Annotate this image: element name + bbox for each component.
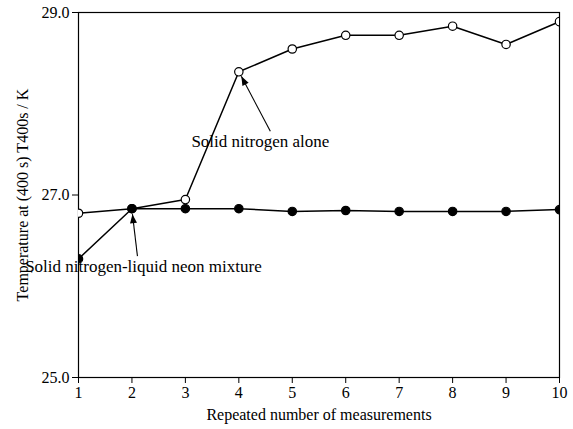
svg-text:29.0: 29.0 [42,4,70,21]
svg-text:7: 7 [395,384,403,401]
svg-text:1: 1 [75,384,83,401]
svg-text:10: 10 [552,384,568,401]
svg-text:27.0: 27.0 [42,186,70,203]
svg-text:2: 2 [128,384,136,401]
svg-text:Solid nitrogen-liquid neon mix: Solid nitrogen-liquid neon mixture [25,257,262,276]
svg-text:Temperature at (400 s) T400s /: Temperature at (400 s) T400s / K [13,88,31,302]
svg-text:Solid nitrogen alone: Solid nitrogen alone [191,132,329,151]
svg-text:3: 3 [181,384,189,401]
svg-text:5: 5 [288,384,296,401]
svg-text:6: 6 [342,384,350,401]
svg-text:4: 4 [235,384,243,401]
svg-text:9: 9 [502,384,510,401]
svg-text:Repeated number of measurement: Repeated number of measurements [206,406,431,424]
svg-text:8: 8 [449,384,457,401]
svg-text:25.0: 25.0 [42,369,70,386]
